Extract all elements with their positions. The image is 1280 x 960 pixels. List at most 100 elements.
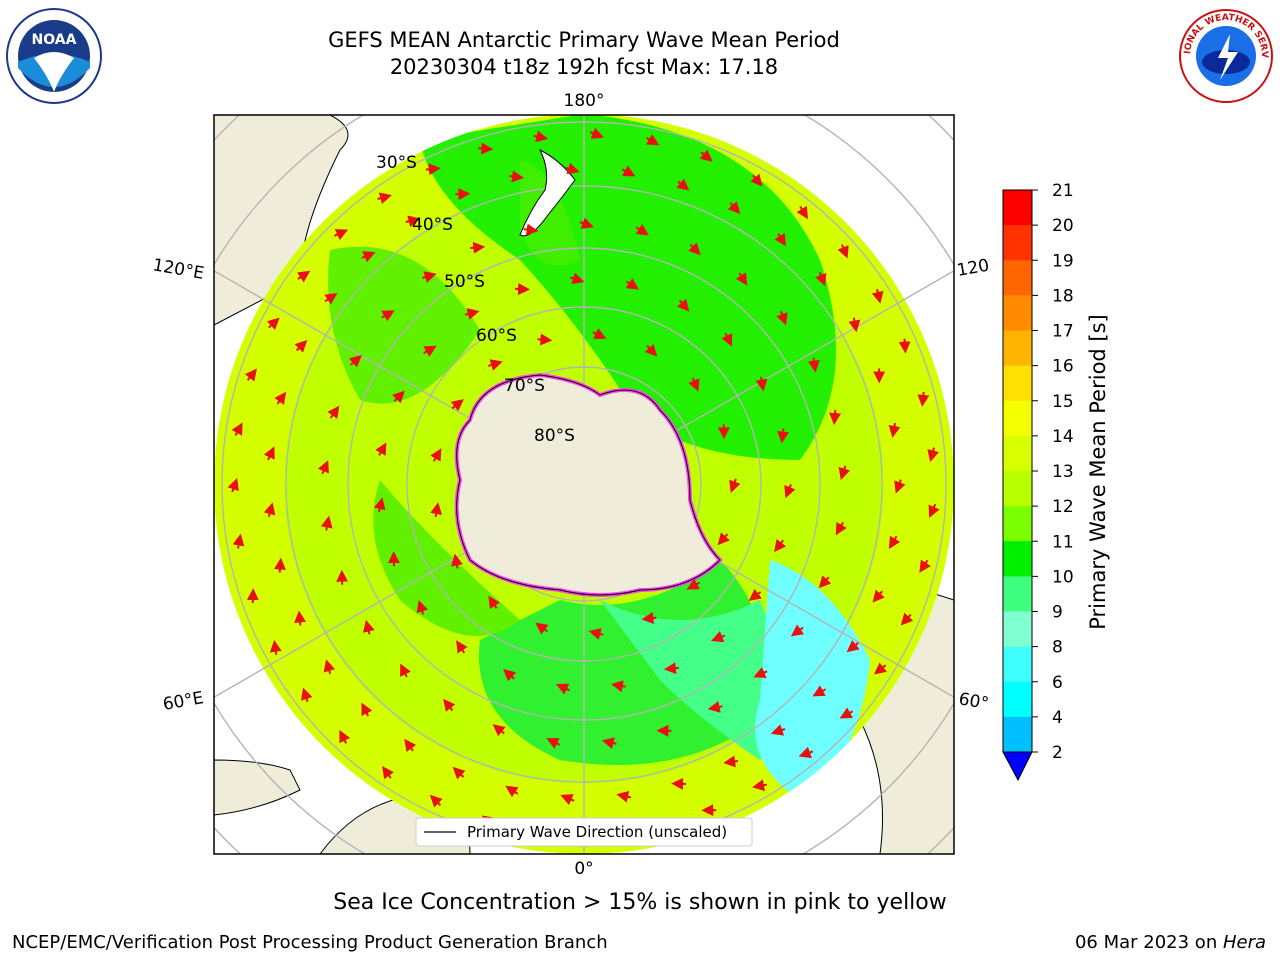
wave-arrow bbox=[555, 683, 570, 695]
wave-arrow bbox=[392, 390, 405, 404]
wave-arrow bbox=[274, 391, 287, 405]
colorbar: 21 20 19 18 17 16 15 14 13 12 11 10 9 8 6 4 2 Primary Wa… bbox=[1002, 181, 1110, 782]
wave-arrow bbox=[560, 794, 575, 806]
lon-label-right-lower: 60°W bbox=[957, 689, 990, 717]
wave-arrow bbox=[871, 288, 884, 304]
wave-arrow bbox=[300, 687, 313, 703]
nws-logo: NATIONAL WEATHER SERVICE bbox=[1176, 6, 1273, 103]
wave-arrow bbox=[320, 515, 333, 531]
wave-arrow bbox=[361, 251, 376, 263]
wave-arrow bbox=[509, 170, 525, 183]
wave-arrow bbox=[839, 707, 854, 719]
wave-arrow bbox=[621, 165, 636, 177]
lon-label-bottom: 0° bbox=[574, 859, 593, 879]
wave-arrow bbox=[815, 271, 827, 287]
wave-arrow bbox=[324, 292, 338, 305]
wave-arrow bbox=[450, 399, 464, 412]
wave-arrow bbox=[707, 700, 723, 713]
wave-arrow bbox=[750, 173, 763, 187]
wave-arrow bbox=[266, 317, 280, 331]
wave-arrow bbox=[796, 205, 808, 220]
wave-arrow bbox=[835, 521, 847, 536]
footer-branch: NCEP/EMC/Verification Post Processing Pr… bbox=[12, 932, 608, 953]
colorbar-tick-label: 2 bbox=[1052, 743, 1063, 763]
wave-arrow bbox=[569, 272, 585, 285]
wave-arrow bbox=[888, 422, 901, 438]
wave-arrow bbox=[231, 422, 243, 436]
wave-arrow bbox=[928, 503, 940, 518]
wave-arrow bbox=[645, 134, 660, 146]
wave-arrow bbox=[404, 738, 417, 752]
wave-arrow bbox=[546, 738, 561, 749]
map-legend-label: Primary Wave Direction (unscaled) bbox=[467, 823, 727, 841]
colorbar-tick-label: 8 bbox=[1052, 638, 1063, 658]
wave-arrow bbox=[676, 178, 690, 191]
wave-arrow bbox=[227, 477, 239, 493]
wave-arrow bbox=[588, 628, 604, 640]
wave-arrow bbox=[610, 680, 626, 693]
wave-arrow bbox=[327, 405, 340, 419]
wave-arrow bbox=[425, 163, 441, 176]
colorbar-tick-label: 11 bbox=[1052, 532, 1074, 552]
wave-arrow bbox=[818, 575, 832, 589]
wave-arrow bbox=[735, 272, 748, 286]
colorbar-tick-label: 9 bbox=[1052, 603, 1063, 623]
colorbar-tick-label: 20 bbox=[1052, 216, 1074, 236]
wave-arrow bbox=[294, 610, 307, 626]
lat-label-30: 30°S bbox=[376, 153, 417, 173]
wave-arrow bbox=[721, 332, 733, 347]
sea-ice-caption: Sea Ice Concentration > 15% is shown in … bbox=[333, 890, 947, 915]
wave-arrow bbox=[838, 465, 851, 481]
wave-arrow bbox=[232, 533, 245, 549]
wave-arrow bbox=[430, 448, 442, 462]
colorbar-cell bbox=[1003, 225, 1032, 261]
wave-arrow bbox=[635, 223, 649, 236]
wave-arrow bbox=[503, 668, 517, 682]
wave-arrow bbox=[533, 130, 549, 143]
wave-direction-arrows bbox=[227, 127, 940, 841]
wave-arrow bbox=[776, 310, 788, 326]
wave-arrow bbox=[452, 766, 466, 780]
colorbar-cell bbox=[1003, 295, 1032, 331]
wave-arrow bbox=[422, 271, 437, 283]
colorbar-cell bbox=[1003, 541, 1032, 577]
colorbar-label: Primary Wave Mean Period [s] bbox=[1086, 314, 1110, 630]
noaa-logo: NOAA bbox=[6, 8, 102, 104]
wave-arrow bbox=[752, 779, 768, 792]
colorbar-cell bbox=[1003, 400, 1032, 437]
colorbar-cell bbox=[1003, 716, 1032, 753]
colorbar-tick-label: 6 bbox=[1052, 673, 1063, 693]
wave-arrow bbox=[777, 428, 790, 444]
wave-arrow bbox=[339, 729, 351, 744]
lon-label-left-lower: 60°E bbox=[161, 688, 205, 715]
wave-arrow bbox=[361, 702, 373, 717]
colorbar-under-triangle bbox=[1002, 751, 1033, 782]
wave-arrow bbox=[710, 631, 726, 643]
wave-arrow bbox=[348, 354, 362, 368]
wave-arrow bbox=[535, 622, 549, 635]
wave-arrow bbox=[537, 333, 553, 346]
wave-arrow bbox=[455, 188, 471, 201]
wave-arrow bbox=[381, 310, 395, 322]
wave-arrow bbox=[717, 532, 730, 546]
wave-arrow bbox=[592, 328, 607, 339]
wave-arrow bbox=[872, 589, 885, 603]
wave-arrow bbox=[812, 685, 826, 697]
wave-arrow bbox=[382, 765, 394, 780]
chart-title: GEFS MEAN Antarctic Primary Wave Mean Pe… bbox=[328, 28, 840, 52]
lat-label-60: 60°S bbox=[476, 326, 517, 346]
colorbar-cell bbox=[1003, 506, 1032, 542]
colorbar-tick-label: 4 bbox=[1052, 708, 1063, 728]
colorbar-tick-label: 17 bbox=[1052, 322, 1074, 342]
wave-arrow bbox=[456, 640, 468, 654]
wave-arrow bbox=[443, 698, 456, 712]
wave-arrow bbox=[677, 298, 690, 312]
chart-subtitle: 20230304 t18z 192h fcst Max: 17.18 bbox=[389, 55, 779, 79]
wave-arrow bbox=[898, 338, 911, 354]
colorbar-cell bbox=[1003, 330, 1032, 367]
wave-arrow bbox=[846, 640, 860, 653]
wave-arrow bbox=[273, 557, 286, 573]
colorbar-tick-label: 13 bbox=[1052, 462, 1074, 482]
wave-arrow bbox=[919, 559, 931, 573]
colorbar-tick-label: 15 bbox=[1052, 392, 1074, 412]
